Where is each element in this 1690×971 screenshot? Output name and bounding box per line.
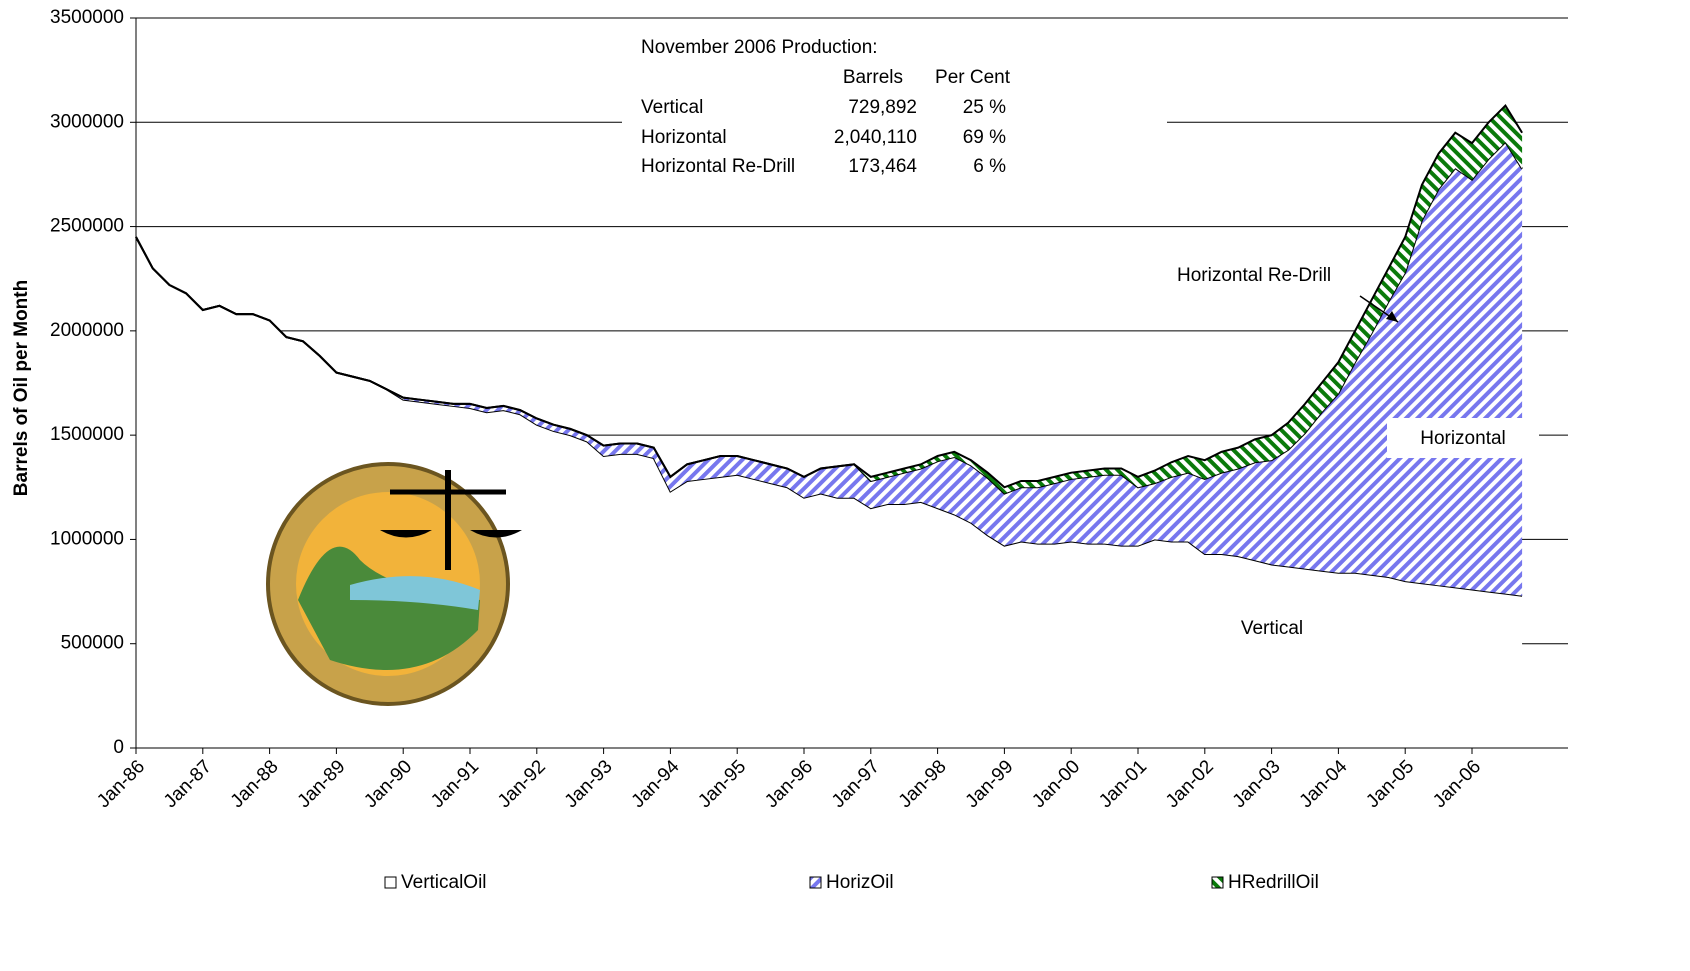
area-label: Horizontal Re-Drill	[1177, 265, 1331, 286]
area-edge	[135, 103, 1523, 489]
seal	[266, 462, 522, 706]
x-tick-label: Jan-97	[828, 756, 884, 812]
legend-swatch	[1211, 876, 1224, 889]
x-tick-label: Jan-02	[1162, 756, 1218, 812]
x-tick-label: Jan-99	[962, 756, 1018, 812]
x-tick-label: Jan-86	[93, 756, 149, 812]
annotation-cell: 2,040,110	[834, 127, 917, 148]
annotation-cell: 6 %	[973, 156, 1006, 177]
x-tick-label: Jan-89	[294, 756, 350, 812]
annotation-title: November 2006 Production:	[641, 37, 878, 58]
annotation-cell: 173,464	[848, 156, 917, 177]
x-tick-label: Jan-06	[1429, 756, 1485, 812]
x-tick-label: Jan-88	[227, 756, 283, 812]
y-tick-label: 2000000	[50, 320, 124, 341]
x-tick-label: Jan-91	[427, 756, 483, 812]
x-tick-label: Jan-93	[561, 756, 617, 812]
y-tick-label: 500000	[61, 633, 124, 654]
y-tick-label: 0	[113, 737, 124, 758]
annotation-header: Barrels	[843, 67, 903, 88]
legend-label: HorizOil	[826, 872, 894, 893]
y-tick-label: 1000000	[50, 528, 124, 549]
legend-label: HRedrillOil	[1228, 872, 1319, 893]
x-tick-label: Jan-98	[895, 756, 951, 812]
x-tick-label: Jan-04	[1296, 756, 1352, 812]
area	[136, 142, 1523, 596]
x-tick-label: Jan-00	[1028, 756, 1084, 812]
annotation-cell: Horizontal Re-Drill	[641, 156, 795, 177]
x-tick-label: Jan-01	[1095, 756, 1151, 812]
annotation-cell: 25 %	[963, 97, 1006, 118]
x-tick-label: Jan-05	[1362, 756, 1418, 812]
annotation-cell: 729,892	[848, 97, 917, 118]
annotation-cell: Horizontal	[641, 127, 727, 148]
arrow-head	[1386, 311, 1398, 322]
x-tick-label: Jan-92	[494, 756, 550, 812]
legend-swatch	[384, 876, 397, 889]
x-tick-label: Jan-90	[360, 756, 416, 812]
legend-label: VerticalOil	[401, 872, 487, 893]
x-tick-label: Jan-87	[160, 756, 216, 812]
y-axis-label: Barrels of Oil per Month	[11, 280, 32, 496]
legend-swatch	[809, 876, 822, 889]
annotation-block: November 2006 Production: Barrels Per Ce…	[622, 30, 1167, 190]
label-box	[1387, 418, 1539, 458]
annotation-header: Per Cent	[935, 67, 1011, 88]
y-tick-label: 1500000	[50, 424, 124, 445]
area-label: Vertical	[1241, 618, 1303, 639]
label-box	[1212, 610, 1334, 650]
x-tick-label: Jan-03	[1229, 756, 1285, 812]
y-tick-label: 2500000	[50, 216, 124, 237]
area-label: Horizontal	[1420, 428, 1506, 449]
y-tick-label: 3500000	[50, 7, 124, 28]
x-tick-label: Jan-96	[761, 756, 817, 812]
annotation-cell: 69 %	[963, 127, 1006, 148]
y-tick-label: 3000000	[50, 111, 124, 132]
x-tick-label: Jan-94	[628, 756, 684, 812]
x-tick-label: Jan-95	[694, 756, 750, 812]
annotation-cell: Vertical	[641, 97, 703, 118]
